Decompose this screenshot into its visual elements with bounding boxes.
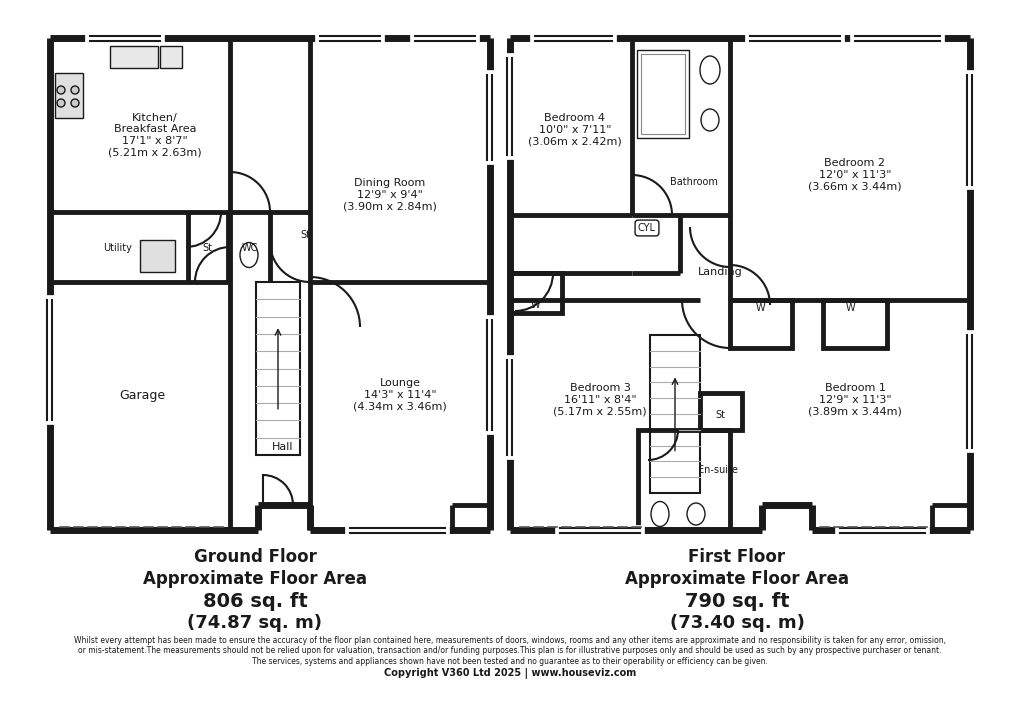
Text: Bathroom: Bathroom [669, 177, 717, 187]
Text: Bedroom 2
12'0" x 11'3"
(3.66m x 3.44m): Bedroom 2 12'0" x 11'3" (3.66m x 3.44m) [807, 158, 901, 192]
Text: Garage: Garage [119, 389, 165, 402]
Text: (74.87 sq. m): (74.87 sq. m) [187, 614, 322, 632]
Text: St: St [714, 410, 725, 420]
Bar [160, 46, 181, 68]
Text: Lounge
14'3" x 11'4"
(4.34m x 3.46m): Lounge 14'3" x 11'4" (4.34m x 3.46m) [353, 379, 446, 412]
Text: 790 sq. ft: 790 sq. ft [684, 592, 789, 611]
Text: (73.40 sq. m): (73.40 sq. m) [668, 614, 804, 632]
Ellipse shape [699, 56, 719, 84]
Text: Landing: Landing [697, 267, 742, 277]
Bar [256, 282, 300, 455]
Ellipse shape [700, 109, 718, 131]
Bar [730, 300, 791, 348]
Text: W: W [754, 303, 764, 313]
Bar [640, 54, 685, 134]
Text: St: St [202, 243, 212, 253]
Ellipse shape [687, 503, 704, 525]
Bar [637, 430, 730, 530]
Text: CYL: CYL [637, 223, 655, 233]
Text: Whilst every attempt has been made to ensure the accuracy of the floor plan cont: Whilst every attempt has been made to en… [74, 636, 945, 666]
Circle shape [71, 86, 78, 94]
Text: First Floor: First Floor [688, 548, 785, 566]
Text: Copyright V360 Ltd 2025 | www.houseviz.com: Copyright V360 Ltd 2025 | www.houseviz.c… [383, 668, 636, 679]
Text: Kitchen/
Breakfast Area
17'1" x 8'7"
(5.21m x 2.63m): Kitchen/ Breakfast Area 17'1" x 8'7" (5.… [108, 112, 202, 158]
Bar [140, 240, 175, 272]
Text: Approximate Floor Area: Approximate Floor Area [143, 570, 367, 588]
Circle shape [57, 99, 65, 107]
Bar [110, 46, 158, 68]
Text: Approximate Floor Area: Approximate Floor Area [625, 570, 848, 588]
Bar [637, 50, 688, 138]
Circle shape [71, 99, 78, 107]
Text: WC: WC [242, 243, 258, 253]
Text: 806 sq. ft: 806 sq. ft [203, 592, 307, 611]
Ellipse shape [650, 502, 668, 526]
Bar [55, 73, 83, 118]
Text: Bedroom 3
16'11" x 8'4"
(5.17m x 2.55m): Bedroom 3 16'11" x 8'4" (5.17m x 2.55m) [552, 383, 646, 417]
Circle shape [57, 86, 65, 94]
Text: Utility: Utility [104, 243, 132, 253]
Text: En-suite: En-suite [697, 465, 737, 475]
Ellipse shape [239, 243, 258, 268]
Text: W: W [530, 300, 539, 310]
Text: W: W [845, 303, 854, 313]
Text: Ground Floor: Ground Floor [194, 548, 316, 566]
Text: Dining Room
12'9" x 9'4"
(3.90m x 2.84m): Dining Room 12'9" x 9'4" (3.90m x 2.84m) [342, 179, 436, 212]
Text: Hall: Hall [272, 442, 293, 452]
Bar [649, 335, 699, 493]
Text: St: St [300, 230, 310, 240]
Bar [699, 393, 741, 430]
Text: Bedroom 4
10'0" x 7'11"
(3.06m x 2.42m): Bedroom 4 10'0" x 7'11" (3.06m x 2.42m) [528, 113, 622, 147]
Bar [822, 300, 887, 348]
Text: Bedroom 1
12'9" x 11'3"
(3.89m x 3.44m): Bedroom 1 12'9" x 11'3" (3.89m x 3.44m) [807, 383, 901, 417]
Bar [510, 273, 561, 313]
